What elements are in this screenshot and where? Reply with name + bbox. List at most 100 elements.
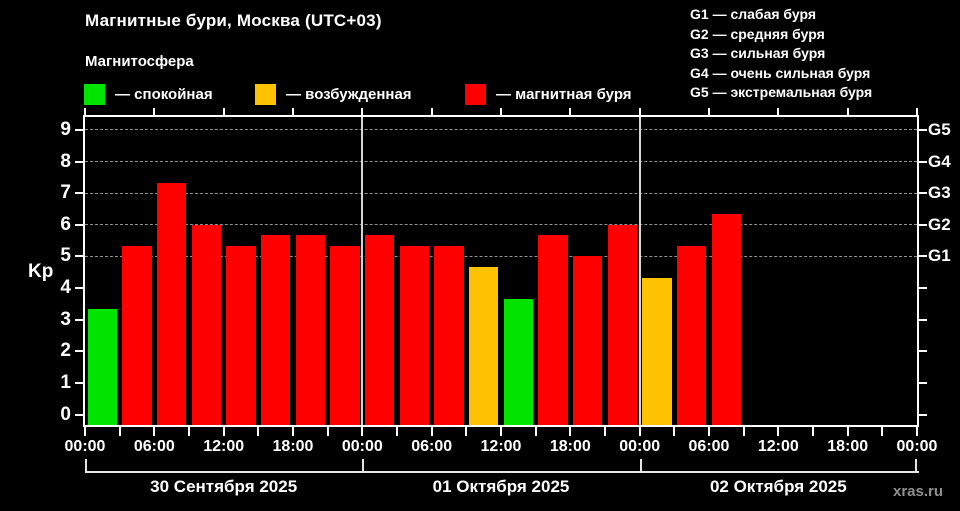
x-tick-3h bbox=[292, 427, 294, 436]
x-tick-top bbox=[777, 108, 780, 115]
x-tick-top bbox=[430, 108, 433, 115]
x-tick-label: 00:00 bbox=[619, 438, 661, 455]
y-tick-left bbox=[75, 413, 83, 416]
kp-bar bbox=[260, 235, 291, 425]
x-tick-label: 12:00 bbox=[203, 438, 245, 455]
x-tick-3h bbox=[916, 427, 918, 436]
x-tick-3h bbox=[673, 427, 676, 436]
x-tick-3h bbox=[708, 427, 710, 436]
kp-bar bbox=[330, 246, 360, 425]
day-label: 02 Октября 2025 bbox=[709, 477, 847, 496]
y-tick-right bbox=[919, 255, 927, 258]
x-tick-label: 18:00 bbox=[272, 438, 314, 455]
y-tick-left bbox=[75, 287, 83, 290]
x-tick-3h bbox=[222, 427, 225, 436]
magnetosphere-label: Магнитосфера bbox=[85, 53, 194, 70]
quiet-swatch bbox=[84, 84, 105, 105]
y-tick-right bbox=[919, 350, 927, 353]
kp-bar bbox=[538, 235, 568, 425]
day-separator bbox=[361, 117, 364, 425]
x-tick-label: 00:00 bbox=[341, 438, 383, 455]
storm-swatch bbox=[465, 84, 486, 105]
kp-bar bbox=[191, 224, 222, 425]
x-tick-top bbox=[84, 108, 86, 115]
kp-bar bbox=[122, 246, 152, 425]
y-tick-left bbox=[75, 223, 83, 226]
x-tick-3h bbox=[257, 427, 260, 436]
x-tick-3h bbox=[430, 427, 433, 436]
x-tick-3h bbox=[742, 427, 745, 436]
x-tick-top bbox=[846, 108, 849, 115]
day-bracket-line bbox=[85, 471, 919, 473]
y-tick-label: 2 bbox=[60, 340, 71, 362]
y-tick-label: 1 bbox=[60, 371, 71, 393]
x-tick-3h bbox=[361, 427, 364, 436]
y-tick-right bbox=[919, 128, 927, 131]
x-tick-top bbox=[222, 108, 225, 115]
g-axis-label-g3: G3 bbox=[928, 183, 951, 203]
x-tick-3h bbox=[84, 427, 86, 436]
y-tick-label: 8 bbox=[60, 150, 71, 172]
x-tick-label: 06:00 bbox=[133, 438, 175, 455]
y-tick-left bbox=[75, 128, 83, 131]
g5-legend-line: G5 — экстремальная буря bbox=[690, 84, 873, 100]
x-tick-3h bbox=[326, 427, 329, 436]
x-tick-3h bbox=[396, 427, 398, 436]
x-tick-3h bbox=[569, 427, 572, 436]
x-tick-3h bbox=[846, 427, 849, 436]
g3-legend-line: G3 — сильная буря bbox=[690, 45, 826, 61]
g-axis-label-g5: G5 bbox=[928, 119, 951, 139]
kp-bar bbox=[503, 298, 534, 425]
x-tick-3h bbox=[881, 427, 884, 436]
x-tick-3h bbox=[465, 427, 468, 436]
kp-bar bbox=[87, 309, 118, 425]
y-tick-left bbox=[75, 318, 83, 321]
x-tick-3h bbox=[604, 427, 606, 436]
kp-bar bbox=[399, 246, 430, 425]
y-tick-label: 7 bbox=[60, 182, 71, 204]
x-tick-top bbox=[153, 108, 156, 115]
x-tick-label: 12:00 bbox=[480, 438, 522, 455]
chart-title: Магнитные бури, Москва (UTC+03) bbox=[85, 11, 382, 30]
x-tick-label: 18:00 bbox=[827, 438, 869, 455]
y-tick-label: 9 bbox=[60, 118, 71, 140]
kp-bar bbox=[226, 246, 256, 425]
gridline-kp9 bbox=[85, 129, 917, 131]
x-tick-top bbox=[500, 108, 502, 115]
y-tick-label: 3 bbox=[60, 308, 71, 330]
day-label: 30 Сентября 2025 bbox=[150, 477, 298, 496]
y-axis-title: Kp bbox=[28, 261, 54, 282]
x-tick-3h bbox=[777, 427, 780, 436]
g-axis-label-g4: G4 bbox=[928, 151, 951, 171]
y-tick-right bbox=[919, 381, 927, 384]
kp-bar bbox=[434, 246, 464, 425]
gridline-kp7 bbox=[85, 192, 917, 194]
y-tick-left bbox=[75, 160, 83, 163]
y-tick-right bbox=[919, 318, 927, 321]
g1-legend-line: G1 — слабая буря bbox=[690, 6, 817, 22]
x-tick-3h bbox=[638, 427, 641, 436]
x-tick-label: 00:00 bbox=[896, 438, 938, 455]
day-separator bbox=[638, 117, 641, 425]
kp-bar bbox=[607, 224, 638, 425]
x-tick-3h bbox=[500, 427, 502, 436]
y-tick-label: 4 bbox=[60, 277, 71, 299]
y-tick-label: 6 bbox=[60, 213, 71, 235]
watermark: xras.ru bbox=[893, 483, 944, 500]
x-tick-3h bbox=[534, 427, 537, 436]
x-tick-label: 00:00 bbox=[64, 438, 106, 455]
x-tick-top bbox=[361, 108, 364, 115]
x-tick-label: 18:00 bbox=[549, 438, 591, 455]
g-axis-label-g1: G1 bbox=[928, 246, 951, 266]
excited-swatch bbox=[255, 84, 276, 105]
kp-bar bbox=[295, 235, 326, 425]
g2-legend-line: G2 — средняя буря bbox=[690, 25, 825, 42]
y-tick-right bbox=[919, 223, 927, 226]
plot-area: 0 1 2 3 4 5 6 7 8 9 G1 G2 G3 G4 G5 00:00 06:00 12:00 18:00… bbox=[60, 108, 951, 455]
g4-legend-line: G4 — очень сильная буря bbox=[690, 64, 871, 81]
kp-bar bbox=[711, 214, 742, 425]
x-tick-3h bbox=[188, 427, 190, 436]
y-tick-right bbox=[919, 287, 927, 290]
g-axis-label-g2: G2 bbox=[928, 214, 951, 234]
y-tick-label: 5 bbox=[60, 245, 71, 267]
